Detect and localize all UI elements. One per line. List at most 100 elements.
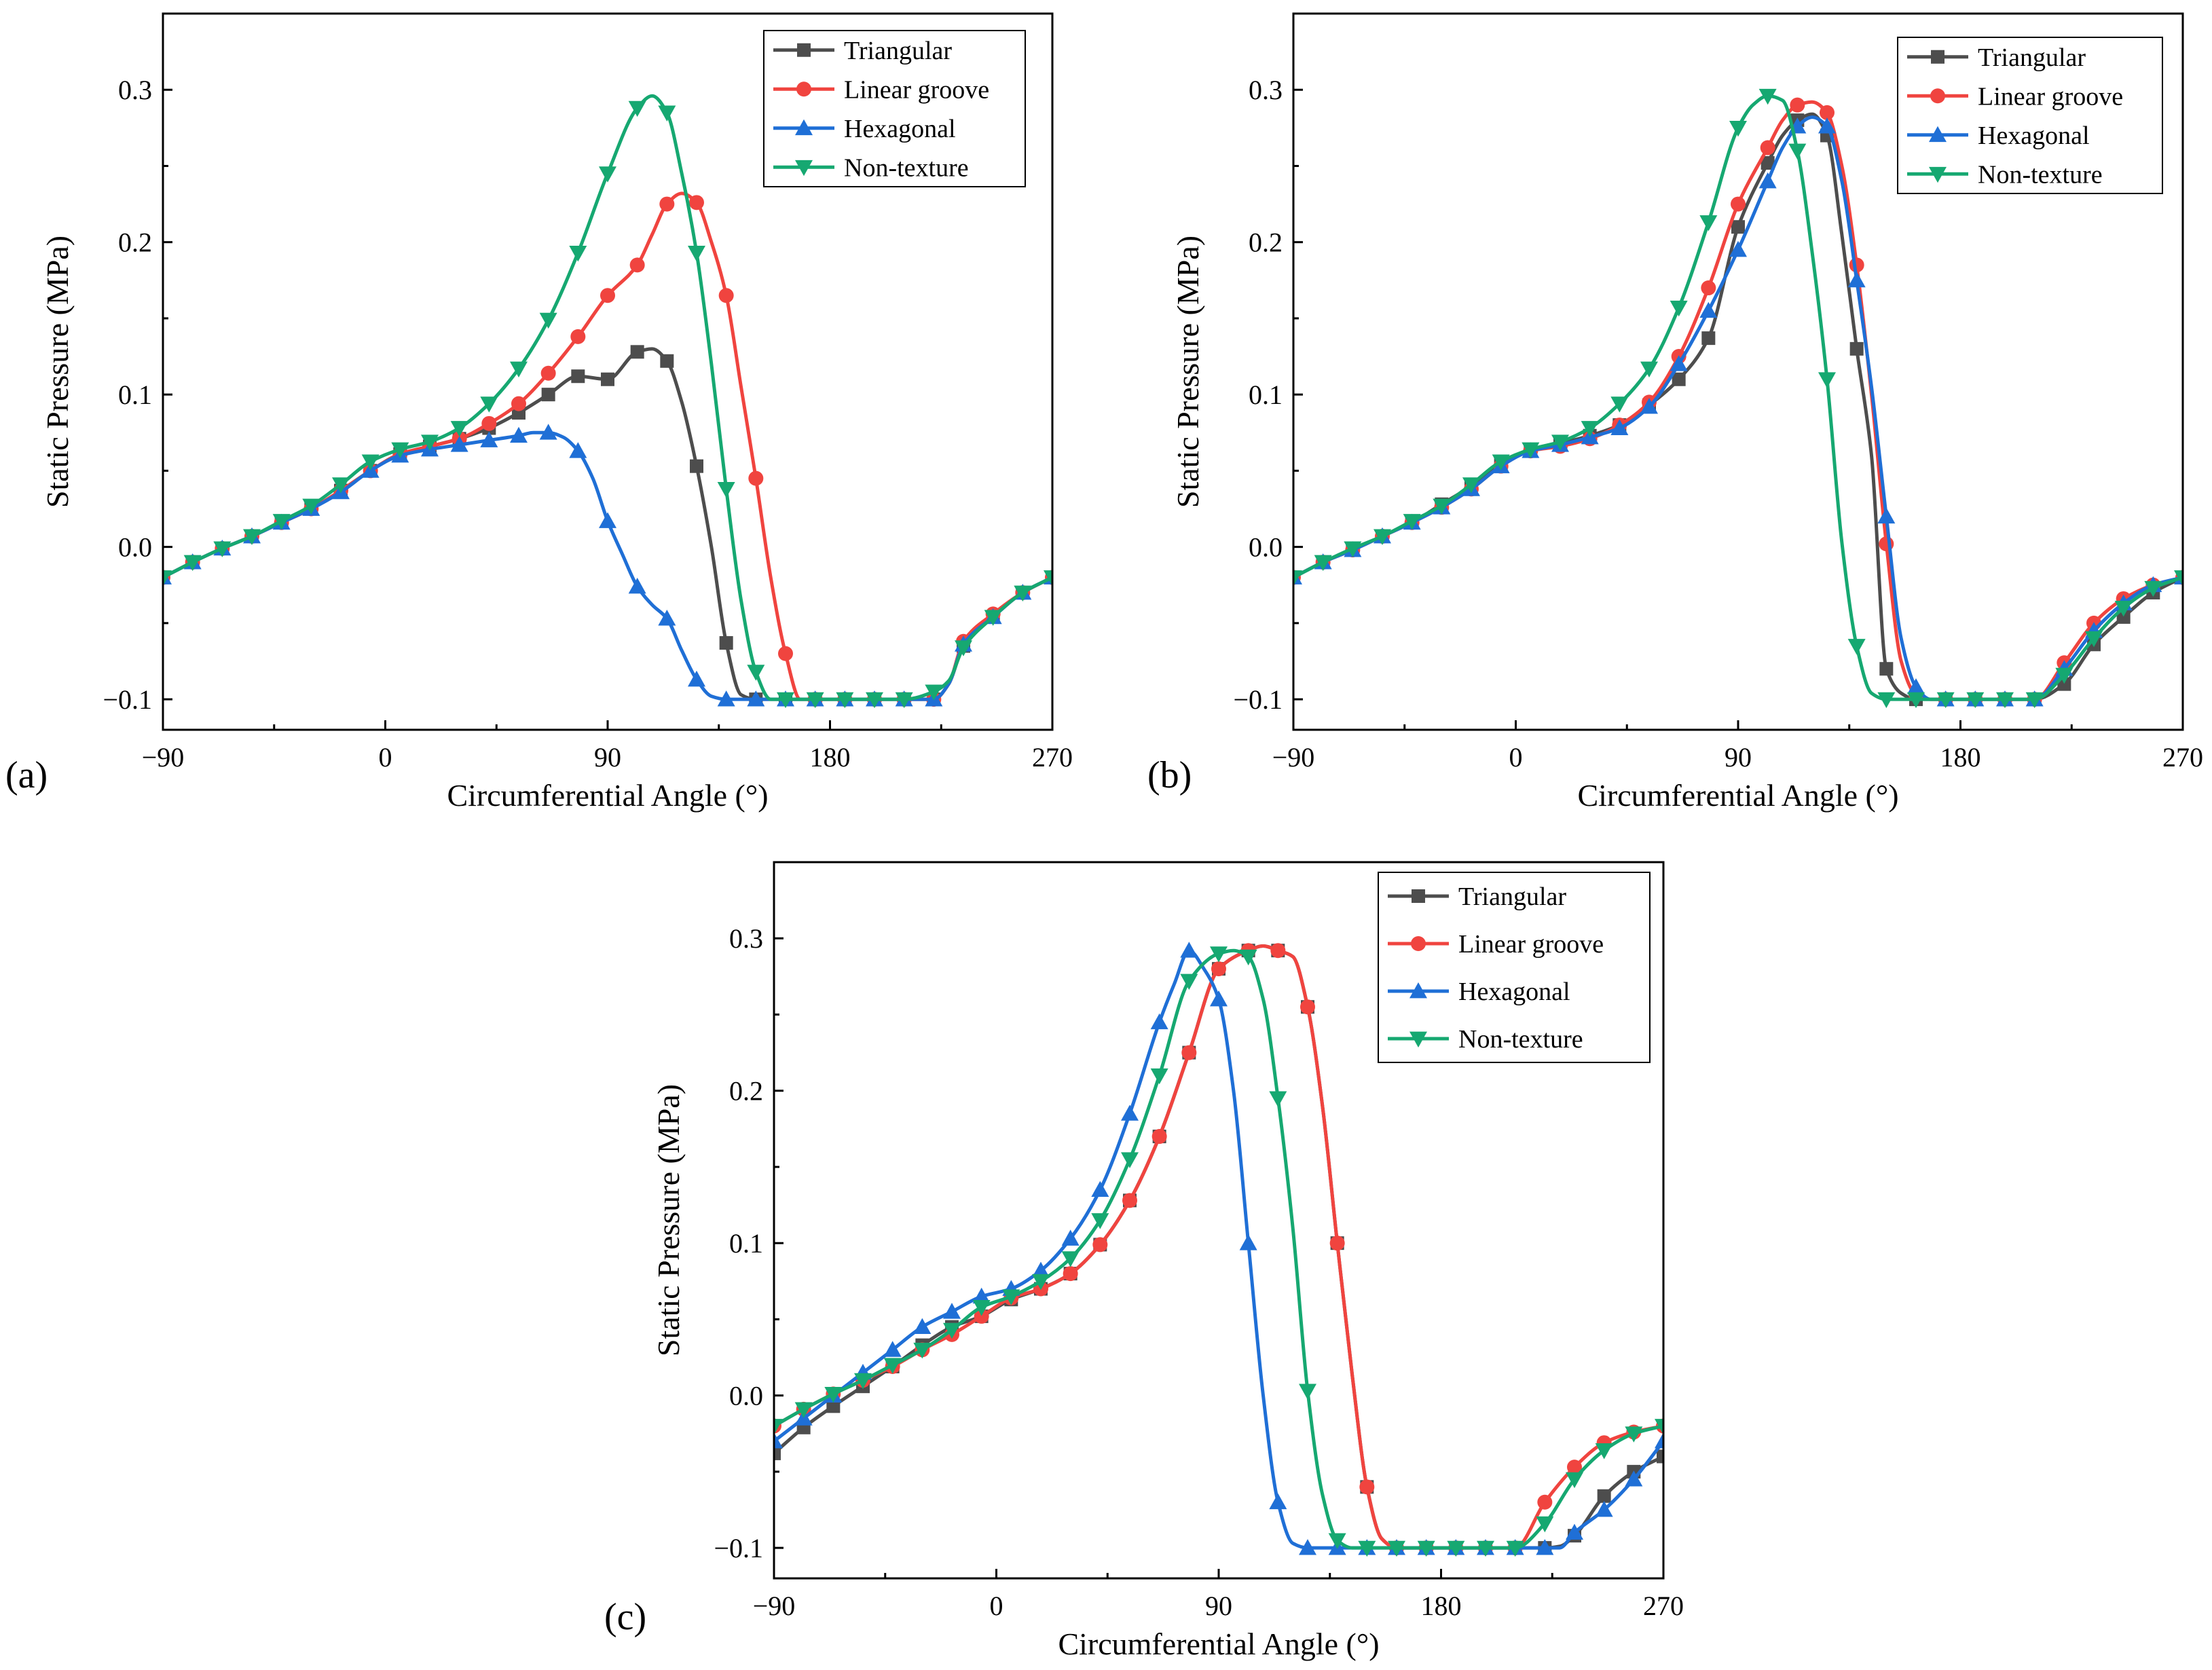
data-point	[824, 1386, 843, 1403]
data-point	[1566, 1523, 1583, 1540]
data-point	[450, 436, 468, 452]
data-point	[955, 640, 972, 656]
data-point	[1818, 372, 1836, 388]
legend-marker	[795, 160, 813, 177]
legend: Triangular Linear groove Hexagonal Non-text…	[1897, 37, 2163, 194]
data-point	[883, 1358, 902, 1374]
data-point	[510, 361, 528, 378]
legend-marker	[796, 81, 811, 97]
data-point	[1122, 1193, 1137, 1208]
data-point	[1506, 1540, 1524, 1557]
data-point	[836, 692, 854, 709]
data-point	[2144, 580, 2162, 597]
data-point	[628, 100, 646, 117]
data-point	[1907, 678, 1925, 694]
data-point	[450, 421, 468, 437]
data-point	[1625, 1426, 1643, 1443]
legend-label: Triangular	[844, 37, 952, 65]
data-point	[794, 1402, 813, 1418]
data-point	[1670, 355, 1688, 371]
legend-label: Non-texture	[1458, 1025, 1583, 1054]
legend-label: Hexagonal	[1458, 978, 1570, 1006]
data-point	[569, 246, 587, 262]
data-point	[1625, 1470, 1643, 1487]
y-tick-label: 0.0	[118, 532, 152, 563]
data-point	[688, 246, 705, 262]
data-point	[717, 481, 735, 498]
data-point	[658, 610, 676, 626]
data-point	[1299, 1539, 1316, 1555]
data-point	[539, 312, 557, 329]
legend-label: Linear groove	[1978, 82, 2123, 111]
data-point	[1966, 692, 1985, 709]
data-point	[854, 1373, 872, 1390]
data-point	[774, 1432, 783, 1449]
data-point	[628, 578, 646, 594]
data-point	[1299, 1384, 1316, 1400]
data-point	[1150, 1013, 1168, 1030]
data-point	[1061, 1251, 1080, 1267]
data-point	[511, 396, 526, 411]
data-point	[569, 442, 587, 458]
x-tick-label: 270	[1032, 742, 1073, 773]
data-point	[1014, 585, 1032, 601]
data-point	[1536, 1516, 1554, 1533]
legend-label: Linear groove	[1458, 930, 1604, 959]
data-point	[1433, 498, 1451, 515]
y-tick-label: 0.2	[729, 1076, 763, 1107]
legend-label: Non-texture	[1978, 160, 2103, 189]
x-tick-label: 90	[594, 742, 621, 773]
legend-label: Triangular	[1978, 43, 2086, 72]
data-point	[1063, 1266, 1078, 1282]
y-tick-label: 0.0	[1249, 532, 1283, 563]
data-point	[1907, 692, 1925, 709]
data-point	[913, 1318, 932, 1335]
data-point	[925, 684, 943, 701]
data-point	[1879, 662, 1894, 676]
data-point	[2116, 610, 2131, 624]
data-point	[1328, 1533, 1346, 1549]
x-tick-label: 180	[1421, 1591, 1462, 1621]
data-point	[1032, 1274, 1050, 1291]
data-point	[1758, 172, 1777, 189]
y-tick-label: 0.2	[118, 227, 152, 258]
data-point	[1091, 1181, 1109, 1198]
legend-marker	[1930, 88, 1945, 104]
data-point	[1180, 973, 1198, 990]
series-line-non-texture	[1293, 94, 2183, 701]
data-point	[163, 570, 172, 587]
data-point	[361, 454, 380, 470]
data-point	[1551, 434, 1569, 451]
data-point	[774, 1446, 781, 1460]
data-point	[1300, 999, 1315, 1015]
data-point	[601, 372, 614, 386]
y-axis-title: Static Pressure (MPa)	[1170, 236, 1205, 508]
data-point	[2085, 631, 2103, 648]
x-tick-label: 90	[1725, 742, 1752, 773]
data-point	[1877, 507, 1896, 524]
y-tick-label: −0.1	[103, 684, 152, 715]
series-layer	[163, 94, 1052, 709]
data-point	[599, 512, 616, 528]
data-point	[630, 345, 644, 359]
legend-marker	[1409, 982, 1427, 999]
y-tick-label: 0.3	[1249, 75, 1283, 105]
data-point	[1731, 220, 1745, 234]
data-point	[717, 690, 735, 707]
series-line-non-texture	[163, 94, 1052, 701]
data-point	[1849, 341, 1864, 356]
data-point	[1121, 1105, 1139, 1121]
data-point	[1996, 692, 2014, 709]
data-point	[1388, 1540, 1405, 1557]
data-point	[1358, 1540, 1376, 1557]
legend-marker	[1931, 50, 1944, 64]
data-point	[571, 369, 585, 384]
data-point	[332, 477, 350, 494]
data-point	[1847, 271, 1866, 288]
data-point	[480, 431, 498, 447]
data-point	[1729, 240, 1747, 257]
legend-label: Linear groove	[844, 75, 989, 104]
x-tick-label: −90	[1272, 742, 1315, 773]
panel-label: (a)	[5, 754, 48, 796]
